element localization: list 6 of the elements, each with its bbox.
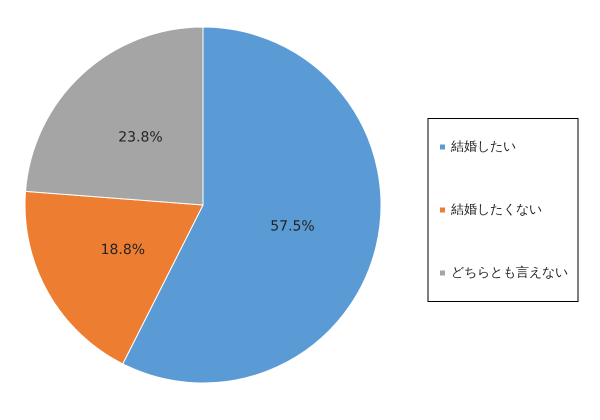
data-label: 57.5% xyxy=(270,218,315,234)
data-label: 23.8% xyxy=(118,129,163,146)
legend-label: 結婚したくない xyxy=(450,202,542,218)
data-label: 18.8% xyxy=(100,242,146,258)
legend-label: 結婚したい xyxy=(450,140,516,154)
legend-label: どちらとも言えない xyxy=(451,264,568,280)
